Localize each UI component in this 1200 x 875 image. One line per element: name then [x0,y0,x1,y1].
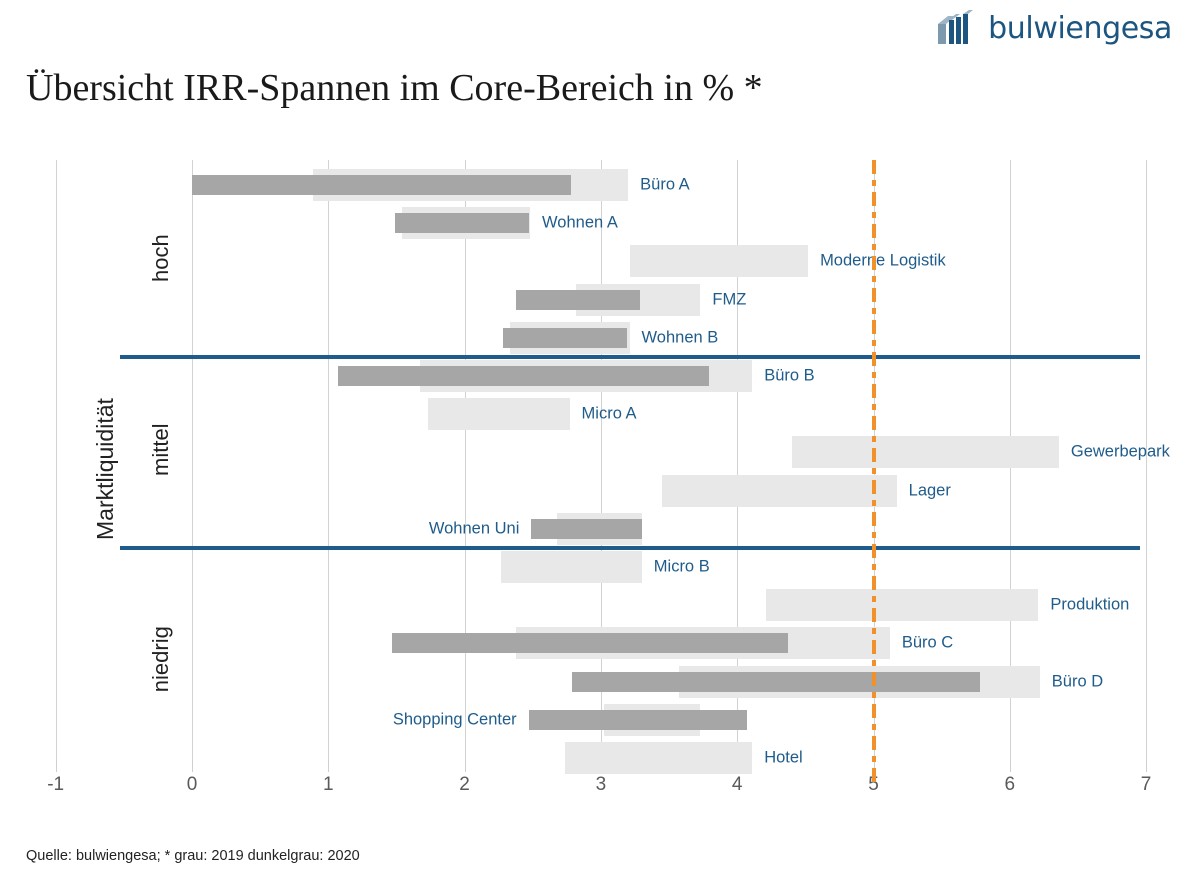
gridline-0 [192,160,193,760]
gridline-3 [600,160,602,760]
source-note: Quelle: bulwiengesa; * grau: 2019 dunkel… [26,848,360,864]
bar-label-lager: Lager [908,481,951,500]
x-tick-label-7: 7 [1140,774,1152,795]
bar-2019-micro-b [501,551,642,583]
tick-mark--1 [55,760,57,772]
bar-2019-hotel [565,742,753,774]
gridline-2 [464,160,466,760]
x-tick-label--1: -1 [47,774,65,795]
category-label-hoch: hoch [148,234,173,283]
bar-2020-büro-c [392,633,788,654]
x-tick-label-4: 4 [731,774,743,795]
x-tick-label-0: 0 [186,774,198,795]
gridline-1 [328,160,330,760]
bar-label-wohnen-uni: Wohnen Uni [428,519,520,538]
bar-2019-micro-a [427,398,570,431]
bar-2020-büro-d [572,671,980,692]
bar-2020-wohnen-uni [531,518,642,539]
bar-2020-büro-a [192,175,571,195]
bar-label-hotel: Hotel [764,748,803,767]
bar-2020-wohnen-b [502,327,627,348]
x-tick-label-2: 2 [459,774,470,795]
marker-5-percent-line [871,160,876,782]
bar-label-moderne-logistik: Moderne Logistik [820,251,946,270]
bar-2020-wohnen-a [395,213,529,234]
bar-label-wohnen-a: Wohnen A [542,213,618,232]
x-tick-label-6: 6 [1004,774,1016,795]
bar-label-fmz: FMZ [712,290,747,309]
bar-label-wohnen-b: Wohnen B [641,328,719,347]
bar-label-shopping-center: Shopping Center [392,710,517,729]
tick-mark-0 [192,760,193,772]
bulwiengesa-building-mark [936,10,978,46]
band-separator-mittel-niedrig [120,546,1140,550]
tick-mark-6 [1009,760,1011,772]
y-axis-title: Marktliquidität [92,397,118,540]
tick-mark-1 [328,760,330,772]
bar-2020-fmz [516,289,641,310]
bar-label-produktion: Produktion [1050,595,1130,614]
y-axis-spine [55,160,57,760]
bar-2020-shopping-center [528,709,747,730]
brand-name: bulwiengesa [988,10,1172,46]
gridline-4 [737,160,739,760]
page-title: Übersicht IRR-Spannen im Core-Bereich in… [26,67,763,109]
category-label-niedrig: niedrig [148,626,173,693]
bar-label-büro-a: Büro A [640,175,690,194]
brand-logo: bulwiengesa [936,10,1172,46]
bar-2019-produktion [765,589,1039,622]
band-separator-hoch-mittel [120,355,1140,359]
bar-label-gewerbepark: Gewerbepark [1070,442,1170,461]
x-tick-label-1: 1 [323,774,334,795]
bar-2019-gewerbepark [791,436,1059,469]
gridline-7 [1146,160,1148,760]
bar-2019-moderne-logistik [629,245,809,278]
x-tick-label-5: 5 [868,774,879,795]
x-tick-label-3: 3 [595,774,607,795]
bar-label-büro-b: Büro B [764,366,815,385]
category-label-mittel: mittel [148,423,173,476]
bar-2020-büro-b [337,366,709,386]
tick-mark-2 [464,760,466,772]
bar-label-büro-c: Büro C [901,633,954,652]
bar-label-micro-b: Micro B [653,557,710,576]
tick-mark-7 [1146,760,1148,772]
bar-label-micro-a: Micro A [581,404,637,423]
bar-label-büro-d: Büro D [1051,672,1104,691]
bar-2019-lager [662,474,897,507]
